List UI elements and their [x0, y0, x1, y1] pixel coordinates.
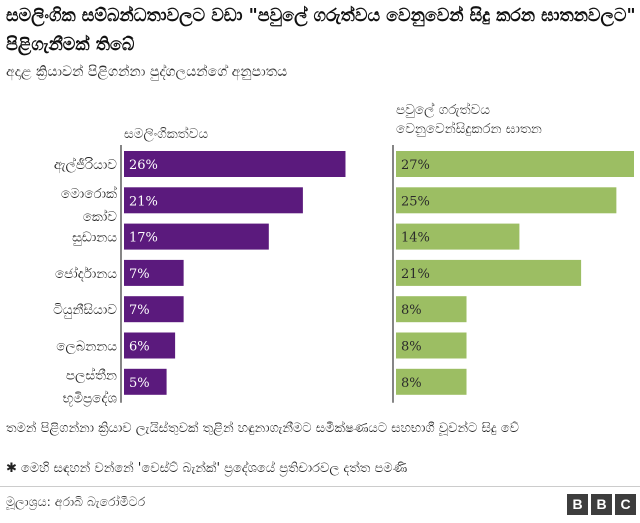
bar-series1 — [124, 187, 303, 214]
series-header-1: සමලිංගිකත්වය — [124, 126, 208, 142]
bar-series2 — [396, 259, 582, 286]
bar-chart: සමලිංගිකත්වය 26% 21% 17% 7% 7% 6% 5% පවුලේ ගරුත්… — [53, 102, 634, 407]
bar-series2 — [396, 223, 520, 250]
bar-series1 — [124, 296, 184, 323]
bar-series2 — [396, 368, 467, 395]
category-label: ඇල්ජීරියාව — [54, 157, 117, 174]
logo-letter-1: B — [567, 494, 588, 515]
category-label: භූමිප්‍රදේශ — [63, 390, 118, 407]
bbc-logo: B B C — [567, 494, 636, 515]
value-label: 8% — [401, 303, 422, 318]
footnote: ✱ මෙහි සඳහන් වන්නේ 'වෙස්ට් බැන්ක්' ප්‍රදේ… — [6, 461, 626, 476]
category-label: කෝව — [83, 209, 118, 225]
logo-letter-2: B — [591, 494, 612, 515]
value-label: 21% — [401, 267, 430, 282]
source-text: මූලාශ්‍රය: අරාබි බැරෝමීටර — [6, 494, 146, 509]
series-header-2: පවුලේ ගරුත්වය — [396, 102, 490, 119]
bar-series1 — [124, 332, 176, 359]
bar-series1 — [124, 223, 269, 250]
value-label: 8% — [401, 376, 422, 391]
bar-series1 — [124, 259, 184, 286]
series-header-2: වෙනුවෙන්සිදුකරන ඝාතන — [396, 121, 542, 138]
value-label: 17% — [129, 231, 158, 246]
chart-title: සමලිංගික සම්බන්ධතාවලට වඩා "පවුලේ ගරුත්වය… — [6, 6, 636, 55]
logo-letter-3: C — [615, 494, 636, 515]
bar-series1 — [124, 368, 167, 395]
bar-series2 — [396, 187, 617, 214]
bar-series2 — [396, 332, 467, 359]
value-label: 25% — [401, 194, 430, 209]
survey-note: තමන් පිළිගන්නා ක්‍රියාව ලැයිස්තුවක් තුළි… — [6, 421, 519, 436]
category-label: ටියුනීසියාව — [53, 302, 117, 319]
category-label: පලස්තීන — [66, 367, 117, 383]
value-label: 8% — [401, 340, 422, 355]
value-label: 7% — [129, 303, 150, 318]
value-label: 21% — [129, 194, 158, 209]
bar-series1 — [124, 151, 346, 177]
chart-subtitle: අදාළ ක්‍රියාවන් පිළිගන්නා පුද්ගලයන්ගේ අන… — [6, 64, 288, 80]
bar-series2 — [396, 296, 467, 323]
footer-divider — [0, 486, 640, 487]
category-label: ලෙබනනය — [56, 339, 117, 355]
value-label: 6% — [129, 340, 150, 355]
category-label: ජෝර්දානය — [55, 266, 117, 282]
category-label: සුඩානය — [72, 230, 117, 247]
value-label: 5% — [129, 376, 150, 391]
footnote-marker: ✱ — [6, 461, 17, 476]
value-label: 27% — [401, 158, 430, 173]
bar-series2 — [396, 151, 634, 177]
category-label: මොරොක් — [61, 186, 118, 202]
value-label: 26% — [129, 158, 158, 173]
value-label: 14% — [401, 231, 430, 246]
footnote-text: මෙහි සඳහන් වන්නේ 'වෙස්ට් බැන්ක්' ප්‍රදේශ… — [20, 461, 408, 476]
value-label: 7% — [129, 267, 150, 282]
